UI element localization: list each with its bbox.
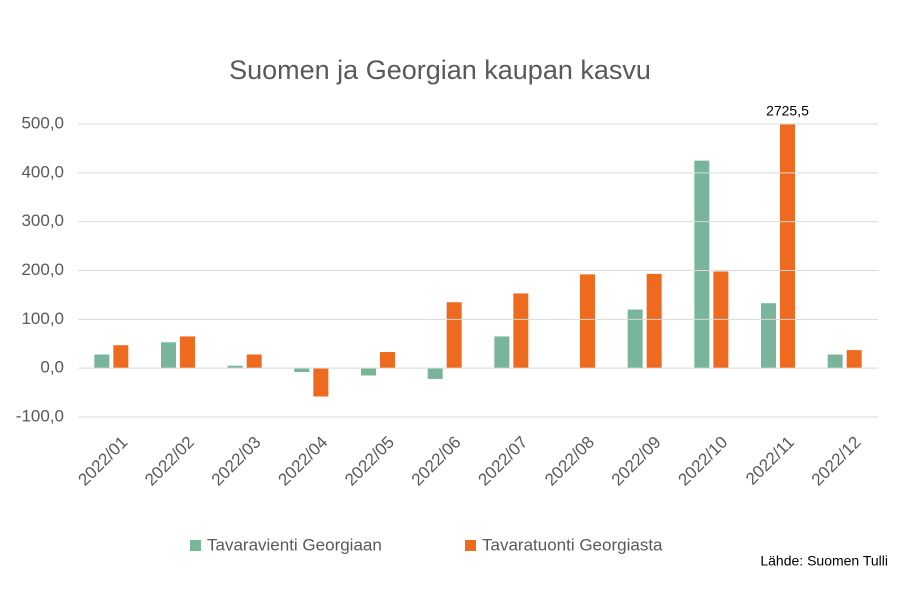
legend-swatch — [465, 540, 476, 551]
bar — [646, 273, 662, 369]
y-tick-label: 300,0 — [21, 211, 64, 230]
y-tick-label: -100,0 — [16, 406, 64, 425]
x-tick-label: 2022/04 — [274, 433, 331, 490]
x-tick-label: 2022/06 — [408, 433, 465, 490]
bar — [94, 354, 110, 369]
x-tick-label: 2022/10 — [674, 433, 731, 490]
bar — [580, 274, 595, 369]
y-tick-label: 100,0 — [21, 309, 64, 328]
data-label: 2725,5 — [766, 103, 809, 119]
bar — [627, 309, 643, 369]
x-tick-label: 2022/05 — [341, 433, 398, 490]
bars — [94, 124, 862, 397]
bar — [780, 124, 795, 369]
bar — [694, 160, 710, 369]
x-tick-label: 2022/02 — [141, 433, 198, 490]
bar — [827, 354, 843, 369]
x-tick-label: 2022/01 — [74, 433, 131, 490]
bar — [494, 336, 510, 369]
bar — [313, 368, 329, 397]
bar — [246, 354, 262, 369]
y-tick-label: 500,0 — [21, 113, 64, 132]
bar — [361, 368, 376, 376]
bar — [427, 368, 443, 379]
legend-label: Tavaravienti Georgiaan — [207, 535, 382, 554]
legend-label: Tavaratuonti Georgiasta — [482, 535, 663, 554]
legend-swatch — [190, 540, 201, 551]
bar — [161, 342, 176, 369]
bar — [294, 368, 310, 373]
x-tick-label: 2022/11 — [742, 433, 798, 489]
x-tick-label: 2022/09 — [608, 433, 665, 490]
chart-title: Suomen ja Georgian kaupan kasvu — [229, 55, 651, 85]
source: Lähde: Suomen Tulli — [760, 553, 888, 569]
bar — [113, 345, 129, 369]
y-tick-label: 400,0 — [21, 162, 64, 181]
bar — [227, 365, 243, 369]
bar — [180, 336, 195, 369]
x-tick-label: 2022/08 — [541, 433, 598, 490]
bar — [846, 350, 862, 369]
x-tick-label: 2022/07 — [474, 433, 531, 490]
bar — [446, 302, 462, 369]
bar — [513, 293, 529, 369]
y-tick-label: 0,0 — [40, 358, 64, 377]
bar — [761, 303, 776, 369]
bar — [380, 352, 395, 369]
x-tick-label: 2022/12 — [808, 433, 865, 490]
y-tick-label: 200,0 — [21, 260, 64, 279]
x-tick-label: 2022/03 — [208, 433, 265, 490]
